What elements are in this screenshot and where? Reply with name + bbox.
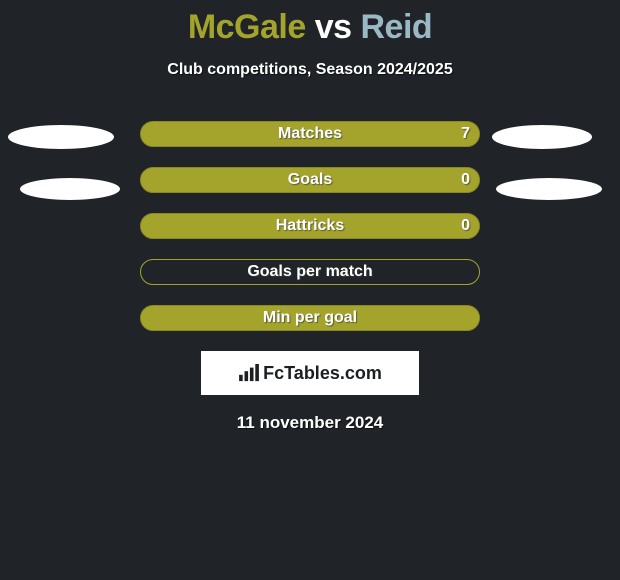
- stat-row: Min per goal: [0, 305, 620, 331]
- stat-value: 7: [461, 121, 470, 147]
- stats-container: Matches 7 Goals 0 Hattricks 0 Goals per …: [0, 121, 620, 331]
- logo-text: FcTables.com: [263, 363, 382, 384]
- stat-label: Matches: [140, 121, 480, 147]
- stat-row: Goals 0: [0, 167, 620, 193]
- logo-box: FcTables.com: [201, 351, 419, 395]
- stat-row: Hattricks 0: [0, 213, 620, 239]
- stat-label: Goals per match: [140, 259, 480, 285]
- logo: FcTables.com: [238, 363, 382, 384]
- player1-name: McGale: [188, 8, 306, 46]
- stat-value: 0: [461, 213, 470, 239]
- comparison-title: McGale vs Reid: [0, 0, 620, 47]
- stat-row: Goals per match: [0, 259, 620, 285]
- stat-value: 0: [461, 167, 470, 193]
- stat-label: Min per goal: [140, 305, 480, 331]
- stat-label: Goals: [140, 167, 480, 193]
- bars-icon: [238, 364, 260, 382]
- stat-row: Matches 7: [0, 121, 620, 147]
- subtitle: Club competitions, Season 2024/2025: [0, 61, 620, 79]
- stat-label: Hattricks: [140, 213, 480, 239]
- date: 11 november 2024: [0, 413, 620, 433]
- player2-name: Reid: [361, 8, 433, 46]
- vs-separator: vs: [315, 8, 352, 46]
